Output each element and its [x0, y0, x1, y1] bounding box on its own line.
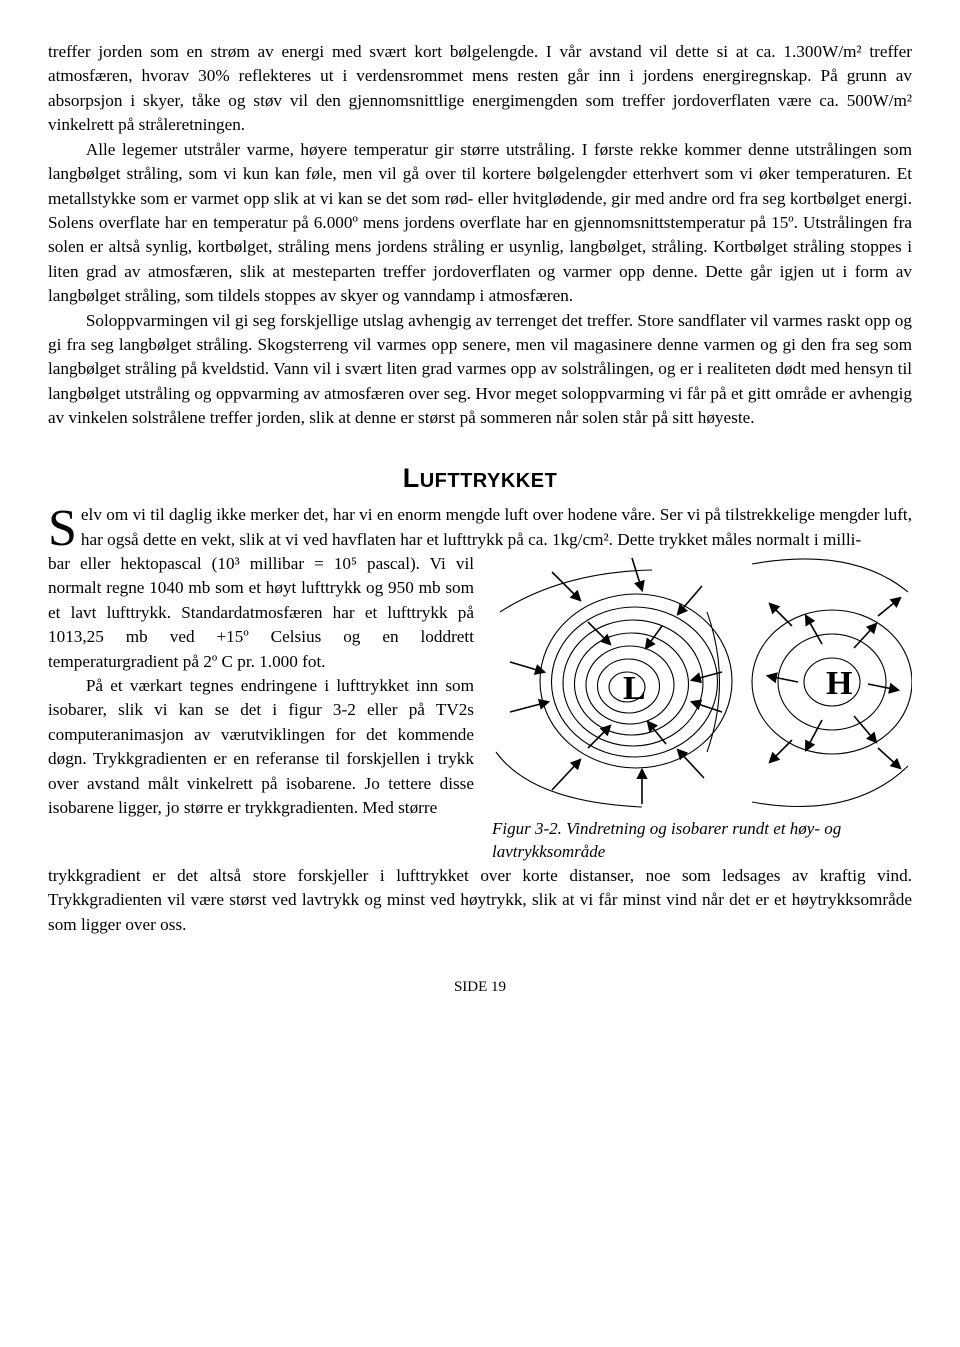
page-number: SIDE 19	[48, 977, 912, 998]
section-heading: LUFTTRYKKET	[48, 459, 912, 497]
figure-caption: Figur 3-2. Vindretning og isobarer rundt…	[492, 818, 912, 864]
figure-isobars: LH Figur 3-2. Vindretning og isobarer ru…	[492, 552, 912, 864]
body-paragraph: Soloppvarmingen vil gi seg forskjellige …	[48, 309, 912, 431]
heading-rest: UFTTRYKKET	[420, 470, 558, 492]
dropcap: S	[48, 503, 81, 551]
body-paragraph: På et værkart tegnes endringene i lufttr…	[48, 674, 474, 821]
body-paragraph: bar eller hektopascal (10³ millibar = 10…	[48, 552, 474, 674]
body-paragraph: Selv om vi til daglig ikke merker det, h…	[48, 503, 912, 552]
svg-text:L: L	[623, 670, 646, 707]
svg-text:H: H	[826, 665, 852, 702]
isobar-diagram: LH	[492, 552, 912, 812]
body-paragraph: trykkgradient er det altså store forskje…	[48, 864, 912, 937]
heading-cap: L	[403, 463, 420, 493]
body-text: elv om vi til daglig ikke merker det, ha…	[81, 505, 912, 548]
body-paragraph: Alle legemer utstråler varme, høyere tem…	[48, 138, 912, 309]
body-paragraph: treffer jorden som en strøm av energi me…	[48, 40, 912, 138]
